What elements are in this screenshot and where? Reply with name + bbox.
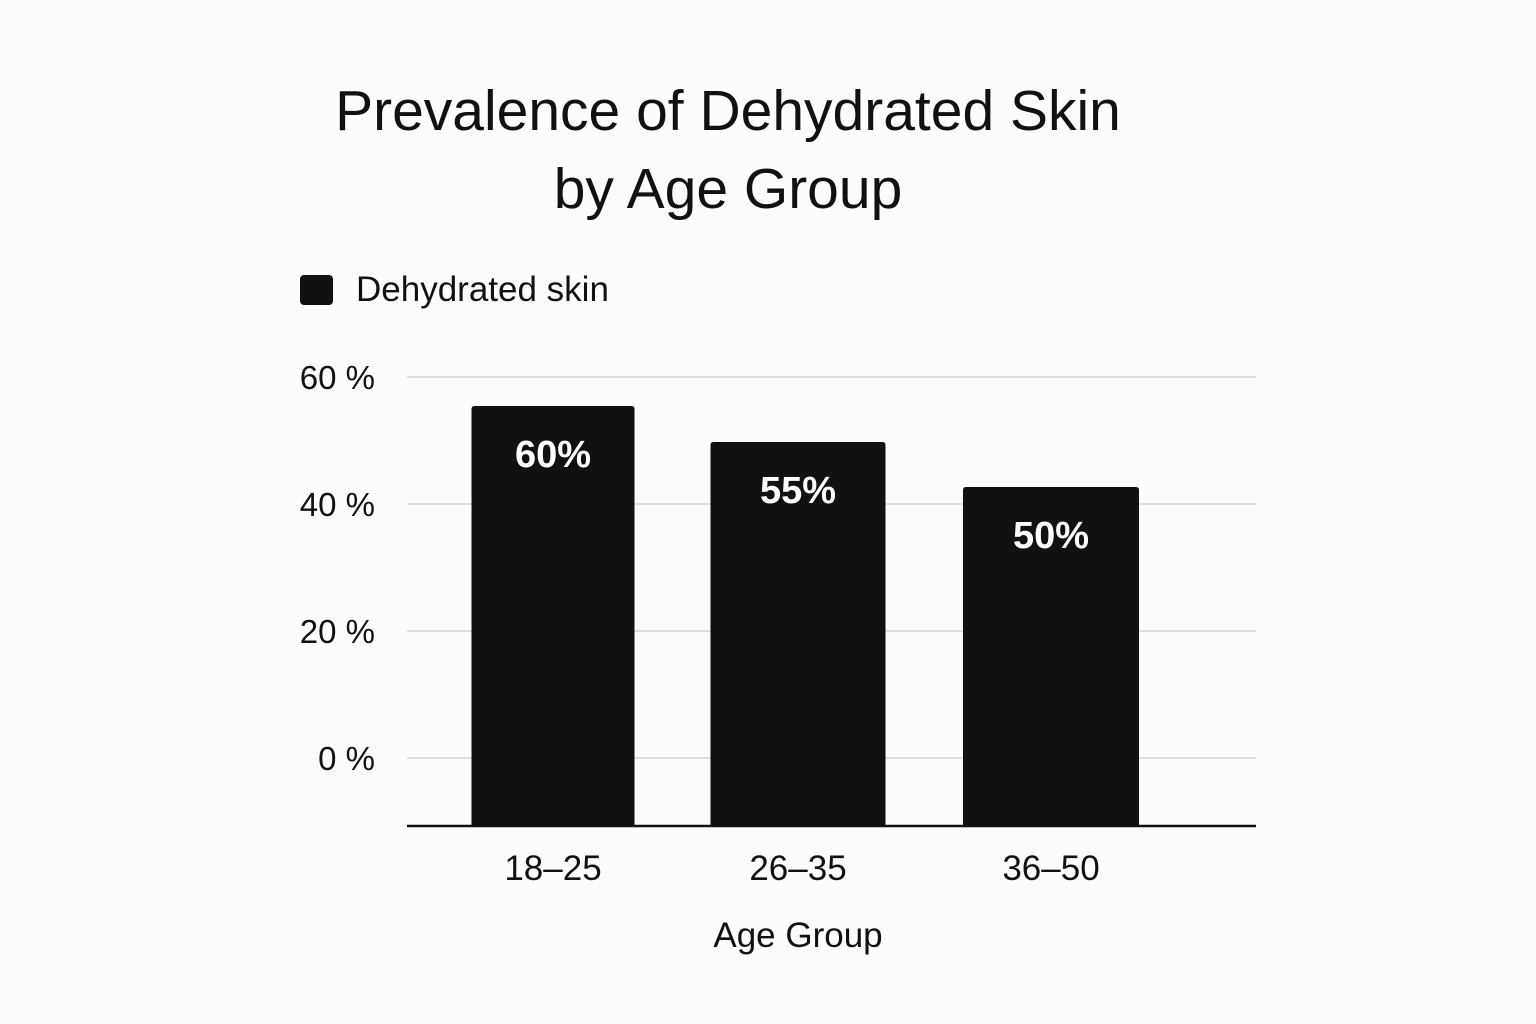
x-tick-label-26–35: 26–35 — [749, 849, 846, 888]
bar-data-label-18–25: 60% — [515, 434, 591, 476]
legend: Dehydrated skin — [300, 270, 609, 310]
bar-36–50 — [963, 487, 1139, 826]
bar-18–25 — [471, 406, 635, 826]
y-tick-label-20: 20 % — [300, 613, 375, 650]
x-axis-title: Age Group — [713, 916, 882, 955]
legend-swatch — [300, 275, 333, 305]
y-tick-label-60: 60 % — [300, 359, 375, 396]
x-tick-label-18–25: 18–25 — [504, 849, 601, 888]
bar-data-label-36–50: 50% — [1013, 515, 1089, 557]
bar-data-label-26–35: 55% — [760, 470, 836, 512]
chart-title-line-1: Prevalence of Dehydrated Skin — [335, 79, 1121, 143]
chart-title: Prevalence of Dehydrated Skin by Age Gro… — [228, 72, 1228, 228]
legend-label: Dehydrated skin — [356, 270, 609, 309]
chart-title-line-2: by Age Group — [553, 157, 903, 221]
bar-26–35 — [710, 442, 886, 826]
x-tick-label-36–50: 36–50 — [1002, 849, 1099, 888]
y-tick-label-0: 0 % — [318, 740, 375, 777]
y-tick-label-40: 40 % — [300, 486, 375, 523]
